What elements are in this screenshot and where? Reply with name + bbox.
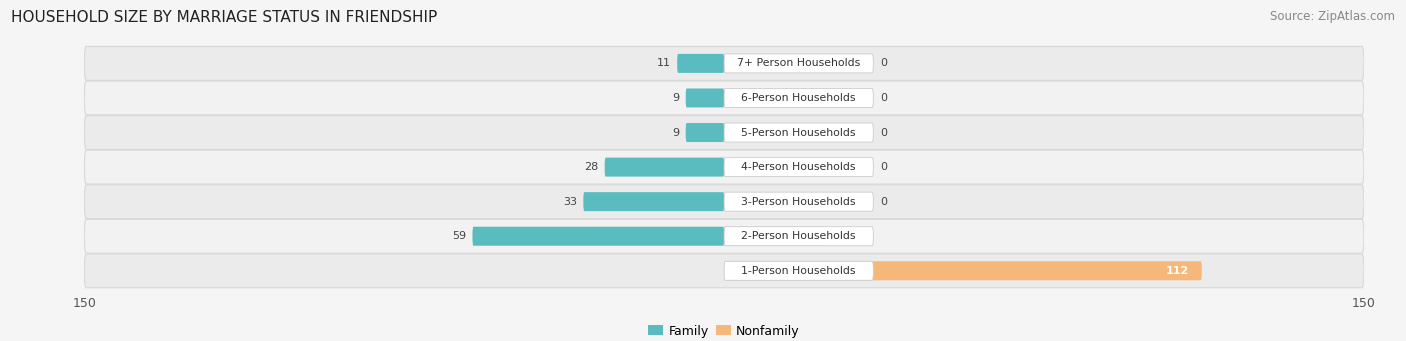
Text: 0: 0 [880, 58, 887, 69]
Text: 59: 59 [451, 231, 465, 241]
FancyBboxPatch shape [84, 116, 1364, 149]
FancyBboxPatch shape [724, 261, 873, 280]
FancyBboxPatch shape [84, 185, 1364, 219]
Text: 6-Person Households: 6-Person Households [741, 93, 856, 103]
FancyBboxPatch shape [583, 192, 724, 211]
FancyBboxPatch shape [724, 227, 827, 246]
FancyBboxPatch shape [678, 54, 724, 73]
Text: 5-Person Households: 5-Person Households [741, 128, 856, 137]
Text: 112: 112 [1166, 266, 1189, 276]
FancyBboxPatch shape [84, 46, 1364, 80]
Text: 1-Person Households: 1-Person Households [741, 266, 856, 276]
Text: 24: 24 [832, 231, 846, 241]
Text: 0: 0 [880, 162, 887, 172]
FancyBboxPatch shape [724, 261, 1202, 280]
FancyBboxPatch shape [724, 192, 873, 211]
Text: 0: 0 [880, 128, 887, 137]
Text: Source: ZipAtlas.com: Source: ZipAtlas.com [1270, 10, 1395, 23]
Text: 7+ Person Households: 7+ Person Households [737, 58, 860, 69]
FancyBboxPatch shape [724, 88, 873, 107]
Text: 9: 9 [672, 93, 679, 103]
FancyBboxPatch shape [724, 123, 873, 142]
Text: 3-Person Households: 3-Person Households [741, 197, 856, 207]
FancyBboxPatch shape [605, 158, 724, 177]
Legend: Family, Nonfamily: Family, Nonfamily [644, 320, 804, 341]
FancyBboxPatch shape [686, 123, 724, 142]
FancyBboxPatch shape [84, 254, 1364, 288]
FancyBboxPatch shape [724, 54, 873, 73]
Text: 28: 28 [583, 162, 599, 172]
FancyBboxPatch shape [84, 150, 1364, 184]
Text: 9: 9 [672, 128, 679, 137]
Text: 0: 0 [880, 93, 887, 103]
Text: 4-Person Households: 4-Person Households [741, 162, 856, 172]
Text: 0: 0 [880, 197, 887, 207]
FancyBboxPatch shape [724, 158, 873, 177]
FancyBboxPatch shape [686, 88, 724, 107]
FancyBboxPatch shape [84, 81, 1364, 115]
Text: HOUSEHOLD SIZE BY MARRIAGE STATUS IN FRIENDSHIP: HOUSEHOLD SIZE BY MARRIAGE STATUS IN FRI… [11, 10, 437, 25]
FancyBboxPatch shape [84, 219, 1364, 253]
Text: 33: 33 [562, 197, 576, 207]
FancyBboxPatch shape [472, 227, 724, 246]
Text: 2-Person Households: 2-Person Households [741, 231, 856, 241]
FancyBboxPatch shape [724, 227, 873, 246]
Text: 11: 11 [657, 58, 671, 69]
